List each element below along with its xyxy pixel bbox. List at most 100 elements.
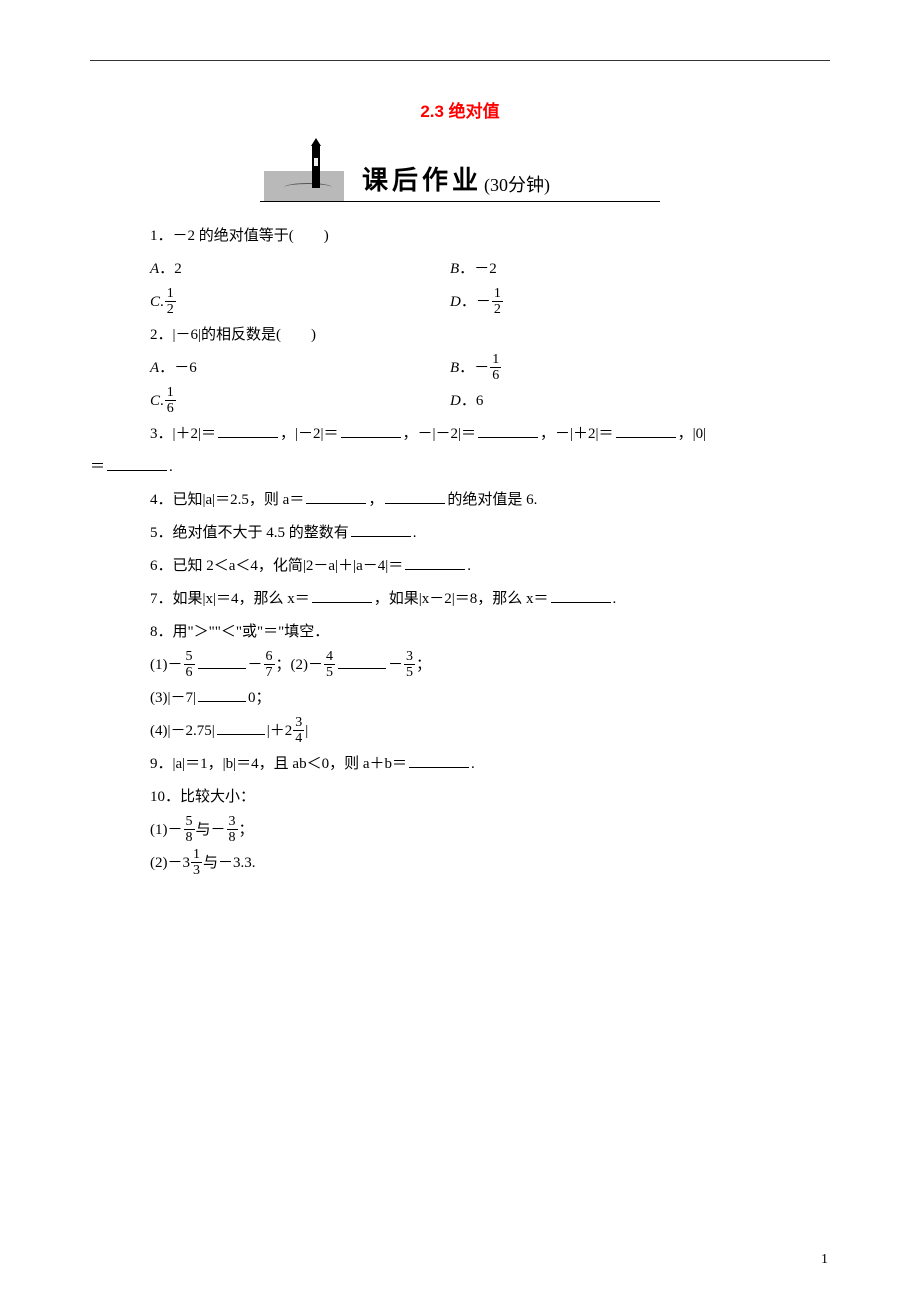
q8-f2d: 7 <box>264 665 275 680</box>
q1-c-n: 1 <box>165 286 176 302</box>
q8-l2b: 0； <box>248 690 271 706</box>
q10-line1: (1)－58与－38； <box>150 814 830 847</box>
q8-l3b: |＋2 <box>267 723 293 739</box>
q8-l1e: ； <box>416 657 431 673</box>
q9: 9．|a|＝1，|b|＝4，且 ab＜0，则 a＋b＝. <box>150 748 830 781</box>
q8-f1n: 5 <box>184 649 195 665</box>
q1-a-val: 2 <box>174 261 182 277</box>
q10-f3d: 3 <box>191 863 202 878</box>
blank <box>306 489 366 504</box>
q3-p2: ，|－2|＝ <box>280 426 339 442</box>
banner-main: 课后作业 <box>362 160 482 197</box>
q10-l1c: ； <box>239 822 254 838</box>
q10-line2: (2)－313与－3.3. <box>150 847 830 880</box>
q4-c: 的绝对值是 6. <box>447 492 537 508</box>
q5: 5．绝对值不大于 4.5 的整数有. <box>150 517 830 550</box>
q1-opt-c: C.12 <box>150 286 450 319</box>
blank <box>405 555 465 570</box>
q9-b: . <box>471 756 475 772</box>
q2-d-val: 6 <box>476 393 484 409</box>
q1-c-d: 2 <box>165 302 176 317</box>
q10-f3n: 1 <box>191 847 202 863</box>
q4: 4．已知|a|＝2.5，则 a＝ ， 的绝对值是 6. <box>150 484 830 517</box>
q4-a: 4．已知|a|＝2.5，则 a＝ <box>150 492 304 508</box>
q3-line2: ＝. <box>90 451 830 484</box>
q7-a: 7．如果|x|＝4，那么 x＝ <box>150 591 310 607</box>
blank <box>551 588 611 603</box>
q3-l2b: . <box>169 459 173 475</box>
q8-line3: (4)|－2.75||＋234| <box>150 715 830 748</box>
q8-l1a: (1)－ <box>150 657 183 673</box>
q2-opt-d: D．6 <box>450 385 710 418</box>
q8-line1: (1)－56－67；(2)－45－35； <box>150 649 830 682</box>
q1-opts-row2: C.12 D．－12 <box>150 286 830 319</box>
q8-head: 8．用"＞""＜"或"＝"填空． <box>150 616 830 649</box>
q2-text: 2．|－6|的相反数是( ) <box>150 319 830 352</box>
banner-block <box>264 171 344 201</box>
q4-b: ， <box>368 492 383 508</box>
q7-b: ，如果|x－2|＝8，那么 x＝ <box>374 591 549 607</box>
blank <box>385 489 445 504</box>
pen-icon <box>312 144 320 188</box>
q10-f1n: 5 <box>184 814 195 830</box>
blank <box>409 753 469 768</box>
blank <box>107 456 167 471</box>
blank <box>218 423 278 438</box>
q6: 6．已知 2＜a＜4，化简|2－a|＋|a－4|＝. <box>150 550 830 583</box>
q10-l2b: 与－3.3. <box>203 855 256 871</box>
banner-time: (30分钟) <box>484 171 550 197</box>
q8-line2: (3)|－7|0； <box>150 682 830 715</box>
blank <box>341 423 401 438</box>
q2-b-n: 1 <box>490 352 501 368</box>
q3-p4: ，－|＋2|＝ <box>540 426 614 442</box>
q8-f4d: 5 <box>404 665 415 680</box>
q8-f2n: 6 <box>264 649 275 665</box>
blank <box>312 588 372 603</box>
content: 1．－2 的绝对值等于( ) A．2 B．－2 C.12 D．－12 2．|－6… <box>90 220 830 880</box>
q8-l1d: － <box>388 657 403 673</box>
q6-a: 6．已知 2＜a＜4，化简|2－a|＋|a－4|＝ <box>150 558 403 574</box>
blank <box>478 423 538 438</box>
q8-f3n: 4 <box>324 649 335 665</box>
page-title: 2.3 绝对值 <box>90 97 830 122</box>
q2-c-n: 1 <box>165 385 176 401</box>
blank <box>338 654 386 669</box>
q2-opt-c: C.16 <box>150 385 450 418</box>
q2-b-pre: － <box>474 360 489 376</box>
q8-f1d: 6 <box>184 665 195 680</box>
q10-l2a: (2)－3 <box>150 855 190 871</box>
q8-f5n: 3 <box>293 715 304 731</box>
q8-f3d: 5 <box>324 665 335 680</box>
q1-opts-row1: A．2 B．－2 <box>150 253 830 286</box>
blank <box>217 720 265 735</box>
q10-l1a: (1)－ <box>150 822 183 838</box>
q8-l3c: | <box>305 723 308 739</box>
q5-b: . <box>413 525 417 541</box>
q3-p3: ，－|－2|＝ <box>403 426 477 442</box>
q10-l1b: 与－ <box>196 822 226 838</box>
q5-a: 5．绝对值不大于 4.5 的整数有 <box>150 525 349 541</box>
q2-opts-row1: A．－6 B．－16 <box>150 352 830 385</box>
q2-b-d: 6 <box>490 368 501 383</box>
q2-c-d: 6 <box>165 401 176 416</box>
q10-f2d: 8 <box>227 830 238 845</box>
q7: 7．如果|x|＝4，那么 x＝ ，如果|x－2|＝8，那么 x＝. <box>150 583 830 616</box>
q7-c: . <box>613 591 617 607</box>
q3-p5: ，|0| <box>678 426 707 442</box>
q8-l1c: ；(2)－ <box>276 657 324 673</box>
page-number: 1 <box>821 1252 828 1268</box>
q2-opts-row2: C.16 D．6 <box>150 385 830 418</box>
blank <box>198 687 246 702</box>
q10-head: 10．比较大小： <box>150 781 830 814</box>
blank <box>198 654 246 669</box>
q2-opt-b: B．－16 <box>450 352 710 385</box>
q9-a: 9．|a|＝1，|b|＝4，且 ab＜0，则 a＋b＝ <box>150 756 407 772</box>
q1-d-pre: － <box>476 294 491 310</box>
q3-p1: 3．|＋2|＝ <box>150 426 216 442</box>
q8-f5d: 4 <box>293 731 304 746</box>
q10-f1d: 8 <box>184 830 195 845</box>
blank <box>351 522 411 537</box>
q1-opt-b: B．－2 <box>450 253 710 286</box>
q2-a-val: －6 <box>174 360 197 376</box>
top-rule <box>90 60 830 61</box>
